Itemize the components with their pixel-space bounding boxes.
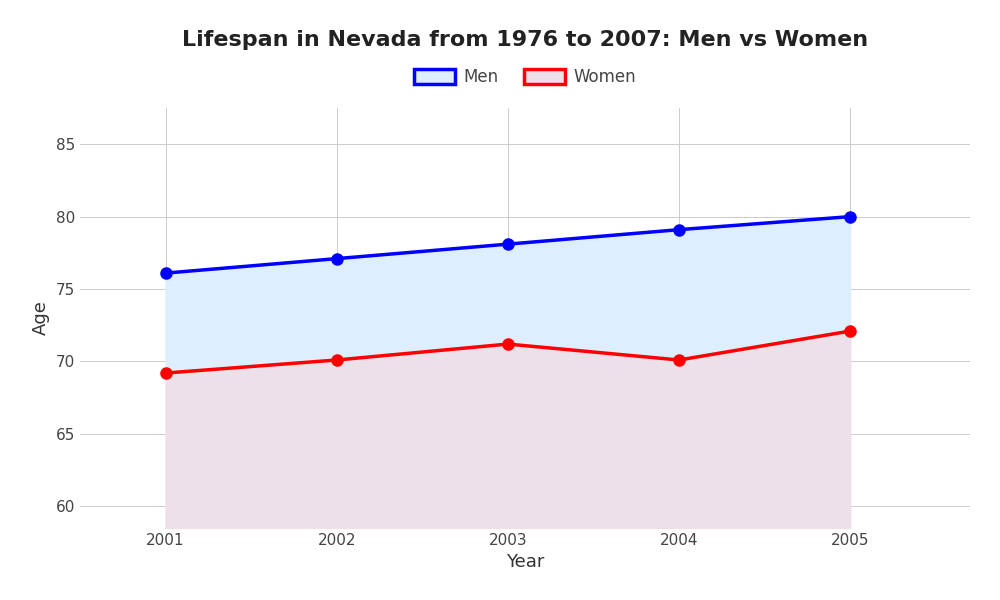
Y-axis label: Age: Age <box>32 301 50 335</box>
Legend: Men, Women: Men, Women <box>407 62 643 93</box>
Title: Lifespan in Nevada from 1976 to 2007: Men vs Women: Lifespan in Nevada from 1976 to 2007: Me… <box>182 29 868 49</box>
X-axis label: Year: Year <box>506 553 544 571</box>
